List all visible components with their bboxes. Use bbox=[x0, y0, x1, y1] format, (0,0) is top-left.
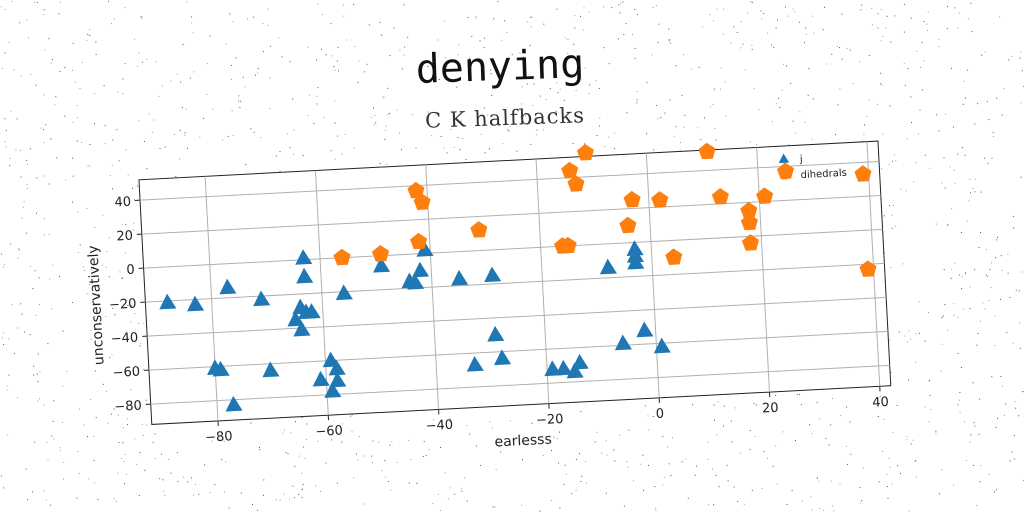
data-point-j bbox=[466, 355, 484, 372]
data-point-dihedrals bbox=[576, 144, 594, 161]
data-points bbox=[159, 142, 877, 412]
data-point-j bbox=[451, 269, 469, 286]
data-point-j bbox=[627, 253, 645, 270]
data-point-j bbox=[487, 325, 505, 342]
x-tick-label: −40 bbox=[425, 418, 453, 434]
legend-marker bbox=[778, 153, 790, 164]
grid-line-y bbox=[147, 296, 887, 337]
data-point-j bbox=[219, 278, 237, 295]
x-tick-label: −60 bbox=[315, 423, 343, 439]
tick-labels: −80 −60 −40 −20 0 20 40 −80 −60 −40 −20 0 20 40 bbox=[109, 195, 890, 446]
data-point-j bbox=[159, 293, 177, 310]
data-point-dihedrals bbox=[413, 193, 431, 210]
data-point-j bbox=[262, 361, 280, 378]
data-point-dihedrals bbox=[859, 260, 877, 277]
grid-lines bbox=[140, 141, 890, 422]
data-point-j bbox=[599, 258, 617, 275]
legend-marker bbox=[779, 169, 790, 180]
legend-label: dihedrals bbox=[800, 168, 847, 181]
data-point-dihedrals bbox=[470, 221, 488, 238]
x-axis-label: earlesss bbox=[494, 432, 552, 451]
data-point-j bbox=[412, 261, 430, 278]
grid-line-y bbox=[148, 330, 888, 371]
y-tick-label: 20 bbox=[116, 229, 133, 245]
grid-line-y bbox=[150, 364, 890, 405]
data-point-j bbox=[296, 267, 314, 284]
data-point-dihedrals bbox=[619, 216, 637, 234]
data-point-j bbox=[303, 303, 321, 319]
y-tick-label: −60 bbox=[112, 365, 140, 381]
data-point-dihedrals bbox=[371, 245, 390, 262]
grid-line-y bbox=[143, 228, 883, 269]
data-point-j bbox=[295, 249, 313, 265]
data-point-j bbox=[571, 353, 589, 370]
data-point-dihedrals bbox=[740, 201, 758, 219]
data-point-j bbox=[566, 362, 584, 379]
data-point-j bbox=[614, 334, 632, 351]
y-tick-label: 40 bbox=[114, 195, 131, 211]
grid-line-y bbox=[140, 160, 880, 201]
data-point-j bbox=[287, 310, 305, 327]
grid-line-y bbox=[145, 262, 885, 303]
data-point-j bbox=[293, 320, 311, 337]
data-point-dihedrals bbox=[651, 191, 669, 208]
data-point-dihedrals bbox=[741, 234, 759, 251]
y-tick-label: −80 bbox=[114, 399, 142, 415]
data-point-dihedrals bbox=[559, 236, 577, 254]
x-tick-label: −80 bbox=[205, 429, 233, 445]
data-point-dihedrals bbox=[756, 187, 774, 204]
data-point-j bbox=[407, 273, 425, 290]
x-tick-label: 0 bbox=[655, 407, 664, 422]
y-axis-label: unconservatively bbox=[85, 245, 107, 366]
data-point-j bbox=[312, 370, 330, 387]
data-point-dihedrals bbox=[333, 248, 351, 266]
x-tick-label: −20 bbox=[536, 412, 564, 428]
legend: j dihedrals bbox=[778, 153, 847, 181]
data-point-j bbox=[484, 266, 502, 283]
legend-label: j bbox=[799, 154, 803, 165]
data-point-j bbox=[494, 349, 512, 366]
data-point-j bbox=[335, 284, 353, 301]
data-point-dihedrals bbox=[698, 142, 716, 160]
data-point-j bbox=[328, 359, 346, 376]
y-tick-label: 0 bbox=[126, 263, 135, 278]
data-point-dihedrals bbox=[711, 187, 729, 205]
data-point-j bbox=[324, 382, 342, 398]
data-point-j bbox=[373, 256, 391, 273]
data-point-j bbox=[329, 371, 347, 388]
data-point-dihedrals bbox=[665, 248, 683, 265]
data-point-dihedrals bbox=[623, 190, 641, 208]
data-point-dihedrals bbox=[407, 181, 425, 199]
data-point-j bbox=[187, 295, 205, 312]
data-point-j bbox=[416, 241, 434, 257]
data-point-j bbox=[212, 360, 230, 377]
data-point-dihedrals bbox=[410, 232, 428, 250]
data-point-j bbox=[253, 290, 271, 307]
data-point-j bbox=[555, 359, 573, 376]
data-point-j bbox=[653, 337, 671, 354]
data-point-dihedrals bbox=[854, 165, 872, 182]
data-point-j bbox=[322, 351, 340, 368]
data-point-j bbox=[292, 298, 310, 315]
data-point-dihedrals bbox=[567, 175, 585, 192]
data-point-dihedrals bbox=[561, 161, 579, 179]
y-tick-label: −20 bbox=[109, 297, 137, 313]
x-tick-label: 20 bbox=[762, 401, 779, 417]
data-point-j bbox=[636, 321, 654, 338]
grid-line-y bbox=[141, 194, 881, 235]
data-point-j bbox=[225, 395, 243, 412]
x-tick-label: 40 bbox=[872, 395, 889, 411]
y-tick-label: −40 bbox=[110, 331, 138, 347]
